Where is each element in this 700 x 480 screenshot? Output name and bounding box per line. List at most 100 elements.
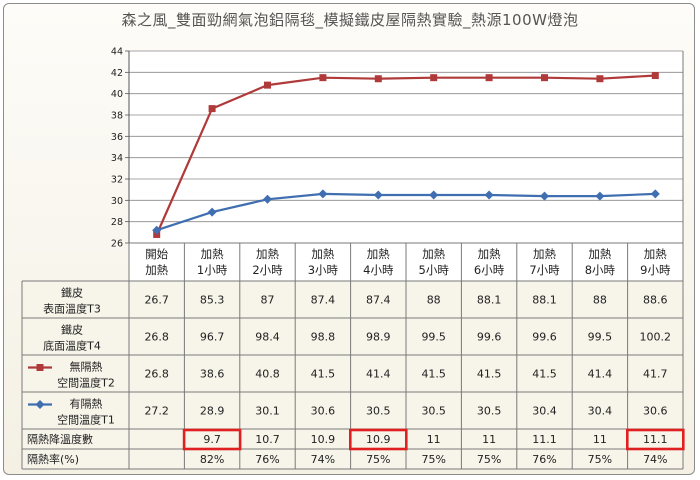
table-cell: 87.4 [311, 294, 336, 307]
row-label: 鐵皮 [61, 323, 83, 337]
table-cell: 11 [482, 433, 496, 446]
table-cell: 87.4 [366, 294, 391, 307]
row-label: 有隔熱 [70, 397, 103, 411]
table-cell: 75% [588, 453, 612, 466]
x-tick-label: 加熱 [145, 263, 168, 277]
x-tick-label: 6小時 [474, 263, 505, 277]
table-cell: 76% [255, 453, 279, 466]
legend-marker [36, 364, 44, 371]
data-point [152, 225, 162, 235]
x-tick-label: 1小時 [197, 263, 228, 277]
y-tick-label: 44 [111, 47, 123, 58]
table-cell: 41.5 [421, 368, 446, 381]
y-tick-label: 40 [111, 89, 123, 100]
table-cell: 41.7 [643, 368, 668, 381]
row-label: 隔熱降溫度數 [27, 432, 93, 446]
table-cell: 96.7 [200, 331, 225, 344]
x-tick-label: 加熱 [201, 247, 224, 261]
highlight-box [182, 428, 242, 451]
x-tick-label: 加熱 [478, 247, 501, 261]
y-tick-label: 26 [111, 239, 123, 250]
x-tick-label: 加熱 [644, 247, 667, 261]
table-cell: 30.4 [588, 405, 613, 418]
table-cell: 26.8 [144, 368, 169, 381]
x-tick-label: 2小時 [252, 263, 283, 277]
y-tick-label: 34 [111, 153, 123, 164]
x-tick-label: 5小時 [419, 263, 450, 277]
data-point [208, 105, 216, 113]
x-tick-label: 7小時 [529, 263, 560, 277]
table-cell: 88 [593, 294, 607, 307]
x-tick-label: 開始 [145, 247, 168, 261]
table-cell: 28.9 [200, 405, 225, 418]
table-cell: 11.1 [643, 433, 668, 446]
data-point [374, 75, 382, 83]
table-cell: 82% [200, 453, 224, 466]
table-cell: 10.9 [366, 433, 391, 446]
table-cell: 98.8 [311, 331, 336, 344]
table-cell: 75% [366, 453, 390, 466]
table-cell: 85.3 [200, 294, 225, 307]
data-point [430, 74, 438, 82]
table-cell: 41.5 [311, 368, 336, 381]
y-tick-label: 42 [111, 68, 123, 79]
table-cell: 41.5 [477, 368, 502, 381]
table-cell: 9.7 [203, 433, 221, 446]
data-point [318, 189, 328, 199]
table-cell: 10.9 [311, 433, 336, 446]
x-tick-label: 加熱 [588, 247, 611, 261]
table-cell: 74% [311, 453, 335, 466]
table-cell: 99.6 [477, 331, 502, 344]
table-cell: 88 [427, 294, 441, 307]
x-tick-label: 加熱 [422, 247, 445, 261]
table-body [22, 281, 683, 469]
x-tick-label: 3小時 [308, 263, 339, 277]
x-tick-label: 8小時 [585, 263, 616, 277]
data-point [596, 75, 604, 83]
data-point [650, 189, 660, 199]
data-point [373, 190, 383, 200]
x-tick-label: 加熱 [367, 247, 390, 261]
table-cell: 98.4 [255, 331, 280, 344]
x-tick-label: 4小時 [363, 263, 394, 277]
y-tick-label: 38 [111, 111, 123, 122]
table-cell: 100.2 [640, 331, 672, 344]
x-tick-label: 加熱 [311, 247, 334, 261]
table-cell: 41.4 [588, 368, 613, 381]
table-cell: 74% [643, 453, 667, 466]
table-cell: 30.5 [421, 405, 446, 418]
table-cell: 30.6 [643, 405, 668, 418]
row-label: 空間溫度T1 [57, 413, 115, 427]
table-cell: 41.4 [366, 368, 391, 381]
table-cell: 30.5 [366, 405, 391, 418]
row-label: 鐵皮 [61, 286, 83, 300]
data-point [485, 74, 493, 82]
series-line [156, 192, 656, 232]
data-point [263, 194, 272, 204]
table-cell: 30.6 [311, 405, 336, 418]
y-tick-label: 32 [111, 175, 123, 186]
table-cell: 40.8 [255, 368, 280, 381]
table-cell: 26.8 [144, 331, 169, 344]
y-tick-label: 36 [111, 132, 123, 143]
data-point [541, 74, 548, 82]
x-tick-label: 9小時 [640, 263, 671, 277]
series-line [155, 74, 656, 235]
table-cell: 98.9 [366, 331, 391, 344]
table-cell: 41.5 [532, 368, 557, 381]
table-cell: 30.4 [532, 405, 557, 418]
row-label: 表面溫度T3 [43, 302, 101, 316]
table-cell: 30.5 [477, 405, 502, 418]
table-cell: 88.1 [532, 294, 557, 307]
table-cell: 99.5 [588, 331, 613, 344]
data-point [595, 191, 605, 201]
legend-marker [35, 400, 45, 409]
highlight-box [625, 428, 685, 451]
table-cell: 87 [261, 294, 275, 307]
y-tick-label: 30 [111, 196, 123, 207]
table-cell: 88.6 [643, 294, 668, 307]
table-cell: 27.2 [144, 405, 169, 418]
table-cell: 11.1 [532, 433, 557, 446]
data-point [207, 207, 217, 217]
